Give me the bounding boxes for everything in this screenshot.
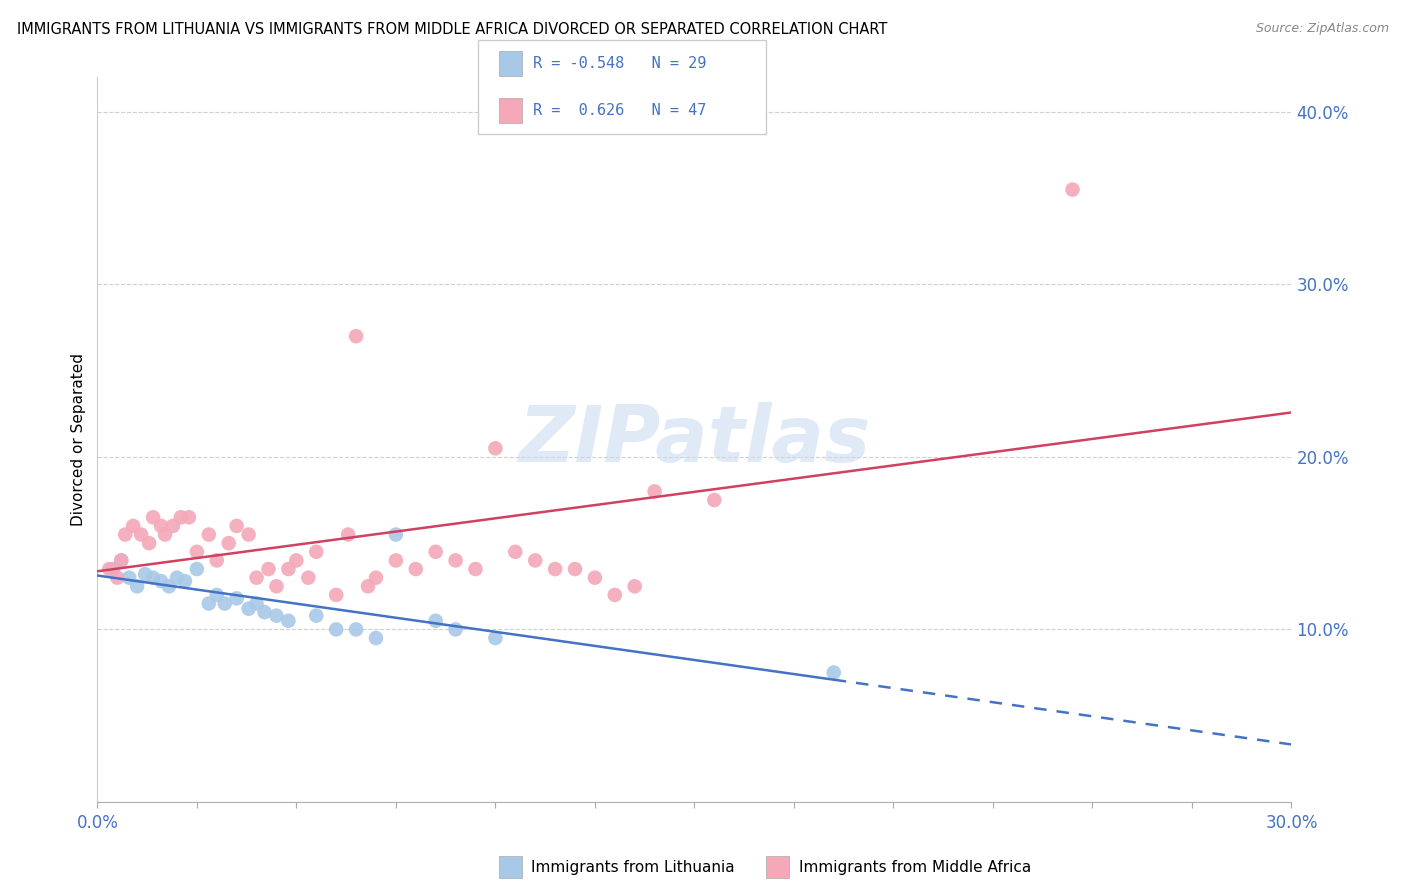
Point	[142, 510, 165, 524]
Point	[385, 527, 408, 541]
Point	[105, 571, 128, 585]
Point	[484, 442, 506, 456]
Point	[484, 631, 506, 645]
Point	[305, 608, 328, 623]
Point	[142, 571, 165, 585]
Point	[198, 527, 221, 541]
Point	[257, 562, 280, 576]
Point	[266, 579, 288, 593]
Point	[357, 579, 380, 593]
Text: R =  0.626   N = 47: R = 0.626 N = 47	[533, 103, 706, 118]
Point	[266, 608, 288, 623]
Point	[444, 623, 467, 637]
Point	[623, 579, 645, 593]
Point	[205, 588, 228, 602]
Point	[114, 527, 136, 541]
Point	[364, 571, 387, 585]
Point	[238, 601, 260, 615]
Point	[134, 567, 156, 582]
Point	[644, 484, 666, 499]
Point	[544, 562, 567, 576]
Point	[503, 545, 526, 559]
Point	[127, 579, 149, 593]
Point	[150, 574, 173, 588]
Point	[277, 562, 299, 576]
Point	[603, 588, 626, 602]
Point	[245, 597, 267, 611]
Point	[364, 631, 387, 645]
Point	[153, 527, 176, 541]
Point	[110, 553, 132, 567]
Point	[186, 562, 208, 576]
Point	[174, 574, 197, 588]
Point	[205, 553, 228, 567]
Point	[218, 536, 240, 550]
Point	[245, 571, 267, 585]
Text: R = -0.548   N = 29: R = -0.548 N = 29	[533, 56, 706, 71]
Point	[150, 519, 173, 533]
Point	[385, 553, 408, 567]
Point	[157, 579, 180, 593]
Point	[238, 527, 260, 541]
Point	[122, 519, 145, 533]
Point	[297, 571, 319, 585]
Point	[253, 605, 276, 619]
Point	[444, 553, 467, 567]
Point	[425, 545, 447, 559]
Point	[225, 519, 247, 533]
Point	[225, 591, 247, 606]
Text: ZIPatlas: ZIPatlas	[519, 401, 870, 478]
Point	[110, 553, 132, 567]
Text: Source: ZipAtlas.com: Source: ZipAtlas.com	[1256, 22, 1389, 36]
Point	[703, 493, 725, 508]
Point	[170, 510, 193, 524]
Point	[186, 545, 208, 559]
Point	[166, 571, 188, 585]
Point	[405, 562, 427, 576]
Point	[103, 562, 125, 576]
Point	[214, 597, 236, 611]
Point	[325, 623, 347, 637]
Point	[564, 562, 586, 576]
Point	[524, 553, 547, 567]
Y-axis label: Divorced or Separated: Divorced or Separated	[72, 353, 86, 526]
Point	[823, 665, 845, 680]
Point	[129, 527, 152, 541]
Point	[305, 545, 328, 559]
Point	[198, 597, 221, 611]
Point	[337, 527, 360, 541]
Point	[98, 562, 121, 576]
Point	[325, 588, 347, 602]
Point	[464, 562, 486, 576]
Point	[277, 614, 299, 628]
Text: IMMIGRANTS FROM LITHUANIA VS IMMIGRANTS FROM MIDDLE AFRICA DIVORCED OR SEPARATED: IMMIGRANTS FROM LITHUANIA VS IMMIGRANTS …	[17, 22, 887, 37]
Point	[162, 519, 184, 533]
Point	[285, 553, 308, 567]
Point	[1062, 183, 1084, 197]
Point	[118, 571, 141, 585]
Point	[583, 571, 606, 585]
Text: Immigrants from Lithuania: Immigrants from Lithuania	[531, 860, 735, 874]
Point	[344, 623, 367, 637]
Text: Immigrants from Middle Africa: Immigrants from Middle Africa	[799, 860, 1031, 874]
Point	[344, 329, 367, 343]
Point	[138, 536, 160, 550]
Point	[425, 614, 447, 628]
Point	[177, 510, 200, 524]
